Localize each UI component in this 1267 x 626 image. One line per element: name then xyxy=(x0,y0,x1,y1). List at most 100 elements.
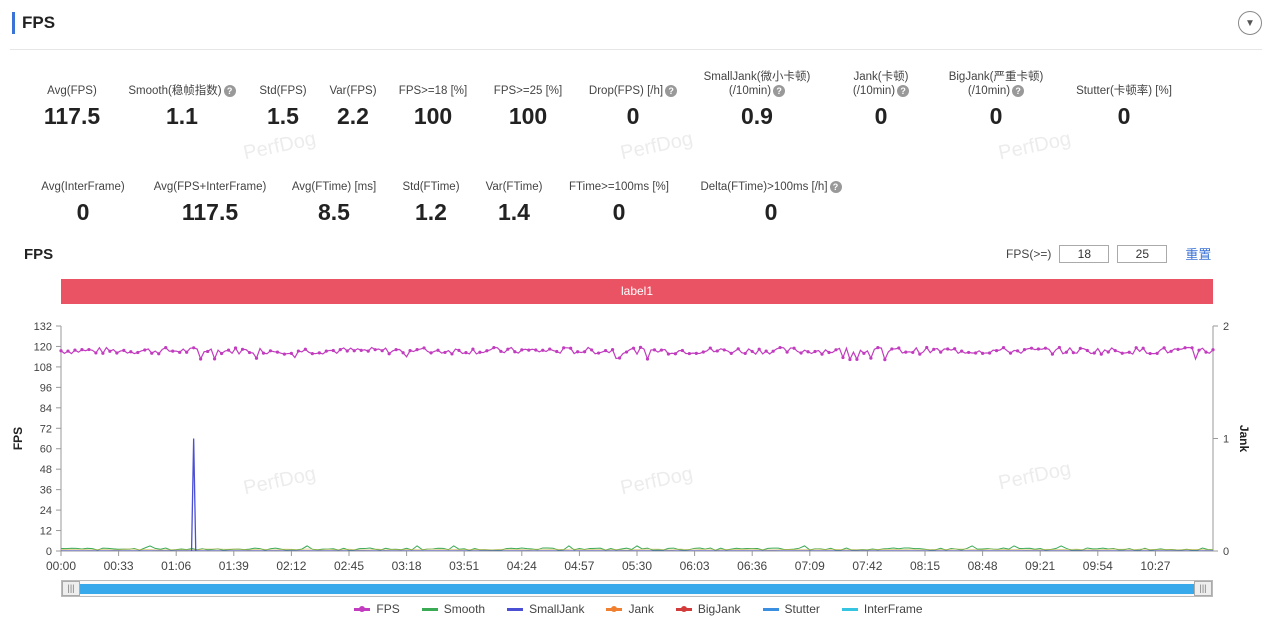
x-tick-label: 08:48 xyxy=(968,559,998,573)
fps-point xyxy=(485,349,489,353)
y-tick-label: 84 xyxy=(40,403,52,415)
legend-item-bigjank[interactable]: BigJank xyxy=(675,602,741,616)
chevron-down-icon: ▼ xyxy=(1245,17,1255,29)
metric-value: 0 xyxy=(764,199,778,225)
fps-point xyxy=(659,348,664,352)
metric-label: Stutter(卡顿率) [%] xyxy=(1076,85,1172,97)
fps-point xyxy=(694,351,698,355)
threshold-input-1[interactable] xyxy=(1059,244,1110,263)
fps-point xyxy=(645,357,650,361)
watermark: PerfDog xyxy=(996,127,1073,165)
fps-point xyxy=(303,347,307,351)
metric-value: 0 xyxy=(1117,103,1131,129)
metric-item: Avg(InterFrame) 0 xyxy=(30,164,136,226)
fps-point xyxy=(953,347,957,351)
help-icon[interactable]: ? xyxy=(773,84,786,97)
fps-point xyxy=(771,349,775,353)
metric-label: BigJank(严重卡顿) (/10min)? xyxy=(948,71,1044,97)
watermark: PerfDog xyxy=(618,127,695,165)
fps-point xyxy=(289,351,293,355)
metric-value: 8.5 xyxy=(318,199,350,225)
x-tick-label: 07:09 xyxy=(795,559,825,573)
help-icon[interactable]: ? xyxy=(897,84,910,97)
fps-point xyxy=(1155,351,1159,355)
metric-label: Avg(FPS) xyxy=(47,85,97,97)
fps-point xyxy=(94,351,98,355)
collapse-button[interactable]: ▼ xyxy=(1238,11,1262,35)
help-icon[interactable]: ? xyxy=(665,84,678,97)
metric-item: Std(FPS) 1.5 xyxy=(248,68,318,130)
fps-point xyxy=(164,346,168,350)
fps-point xyxy=(1141,346,1145,350)
legend-item-jank[interactable]: Jank xyxy=(606,602,654,616)
header-divider xyxy=(10,49,1262,50)
fps-point xyxy=(680,348,684,353)
fps-point xyxy=(429,351,433,355)
fps-point xyxy=(366,349,370,353)
legend-item-smooth[interactable]: Smooth xyxy=(421,602,485,616)
metric-item: FPS>=25 [%] 100 xyxy=(487,68,569,130)
metric-value: 0 xyxy=(612,199,626,225)
x-tick-label: 00:33 xyxy=(104,559,134,573)
fps-point xyxy=(576,350,580,354)
x-tick-label: 08:15 xyxy=(910,559,940,573)
fps-point xyxy=(101,351,105,355)
threshold-input-2[interactable] xyxy=(1117,244,1168,263)
chart-legend: FPS Smooth SmallJank Jank BigJank Stutter Inte… xyxy=(0,602,1267,616)
fps-point xyxy=(610,348,615,352)
fps-point xyxy=(904,350,908,354)
fps-point xyxy=(1092,351,1096,355)
metric-item: Jank(卡顿) (/10min)? 0 xyxy=(826,68,936,130)
fps-point xyxy=(352,349,356,353)
fps-point xyxy=(820,352,824,356)
x-tick-label: 02:45 xyxy=(334,559,364,573)
fps-point xyxy=(987,351,992,355)
metric-item: Delta(FTime)>100ms [/h]? 0 xyxy=(690,164,852,226)
fps-point xyxy=(960,349,964,353)
fps-point xyxy=(876,346,880,350)
fps-point xyxy=(932,347,936,351)
x-tick-label: 09:21 xyxy=(1025,559,1055,573)
fps-point xyxy=(136,350,140,355)
help-icon[interactable]: ? xyxy=(1012,84,1025,97)
metric-label: Avg(InterFrame) xyxy=(41,181,125,193)
y-tick-label: 48 xyxy=(40,464,52,476)
fps-point xyxy=(834,348,838,352)
fps-point xyxy=(862,351,866,355)
y-tick-label: 36 xyxy=(40,485,52,497)
metric-value: 100 xyxy=(508,103,548,129)
legend-item-fps[interactable]: FPS xyxy=(354,602,400,616)
fps-point xyxy=(897,346,901,350)
fps-point xyxy=(213,357,217,361)
label-bar[interactable]: label1 xyxy=(61,279,1213,304)
scroll-handle-left[interactable]: ||| xyxy=(62,581,80,596)
legend-item-stutter[interactable]: Stutter xyxy=(762,602,820,616)
fps-point xyxy=(513,350,517,354)
fps-point xyxy=(1127,350,1131,354)
fps-point xyxy=(848,357,852,362)
help-icon[interactable]: ? xyxy=(223,84,236,97)
fps-point xyxy=(1169,349,1173,353)
reset-link[interactable]: 重置 xyxy=(1185,247,1212,262)
help-icon[interactable]: ? xyxy=(829,180,842,193)
legend-item-interframe[interactable]: InterFrame xyxy=(841,602,923,616)
x-tick-label: 06:03 xyxy=(680,559,710,573)
metric-item: SmallJank(微小卡顿) (/10min)? 0.9 xyxy=(692,68,822,130)
fps-point xyxy=(80,348,84,352)
fps-point xyxy=(345,349,349,353)
metric-item: FPS>=18 [%] 100 xyxy=(392,68,474,130)
fps-point xyxy=(1204,350,1208,354)
fps-point xyxy=(1078,346,1082,350)
scrollbar-range[interactable] xyxy=(80,584,1194,594)
fps-point xyxy=(1071,351,1075,355)
metric-item: FTime>=100ms [%] 0 xyxy=(558,164,680,226)
fps-point xyxy=(450,352,454,356)
timeline-scrollbar[interactable]: ||| ||| xyxy=(61,580,1213,597)
fps-point xyxy=(443,350,447,355)
fps-point xyxy=(1036,347,1041,351)
y-tick-label: 12 xyxy=(40,526,52,538)
scroll-handle-right[interactable]: ||| xyxy=(1194,581,1212,596)
fps-point xyxy=(387,352,391,356)
fps-point xyxy=(583,350,587,354)
legend-item-smalljank[interactable]: SmallJank xyxy=(507,602,584,616)
